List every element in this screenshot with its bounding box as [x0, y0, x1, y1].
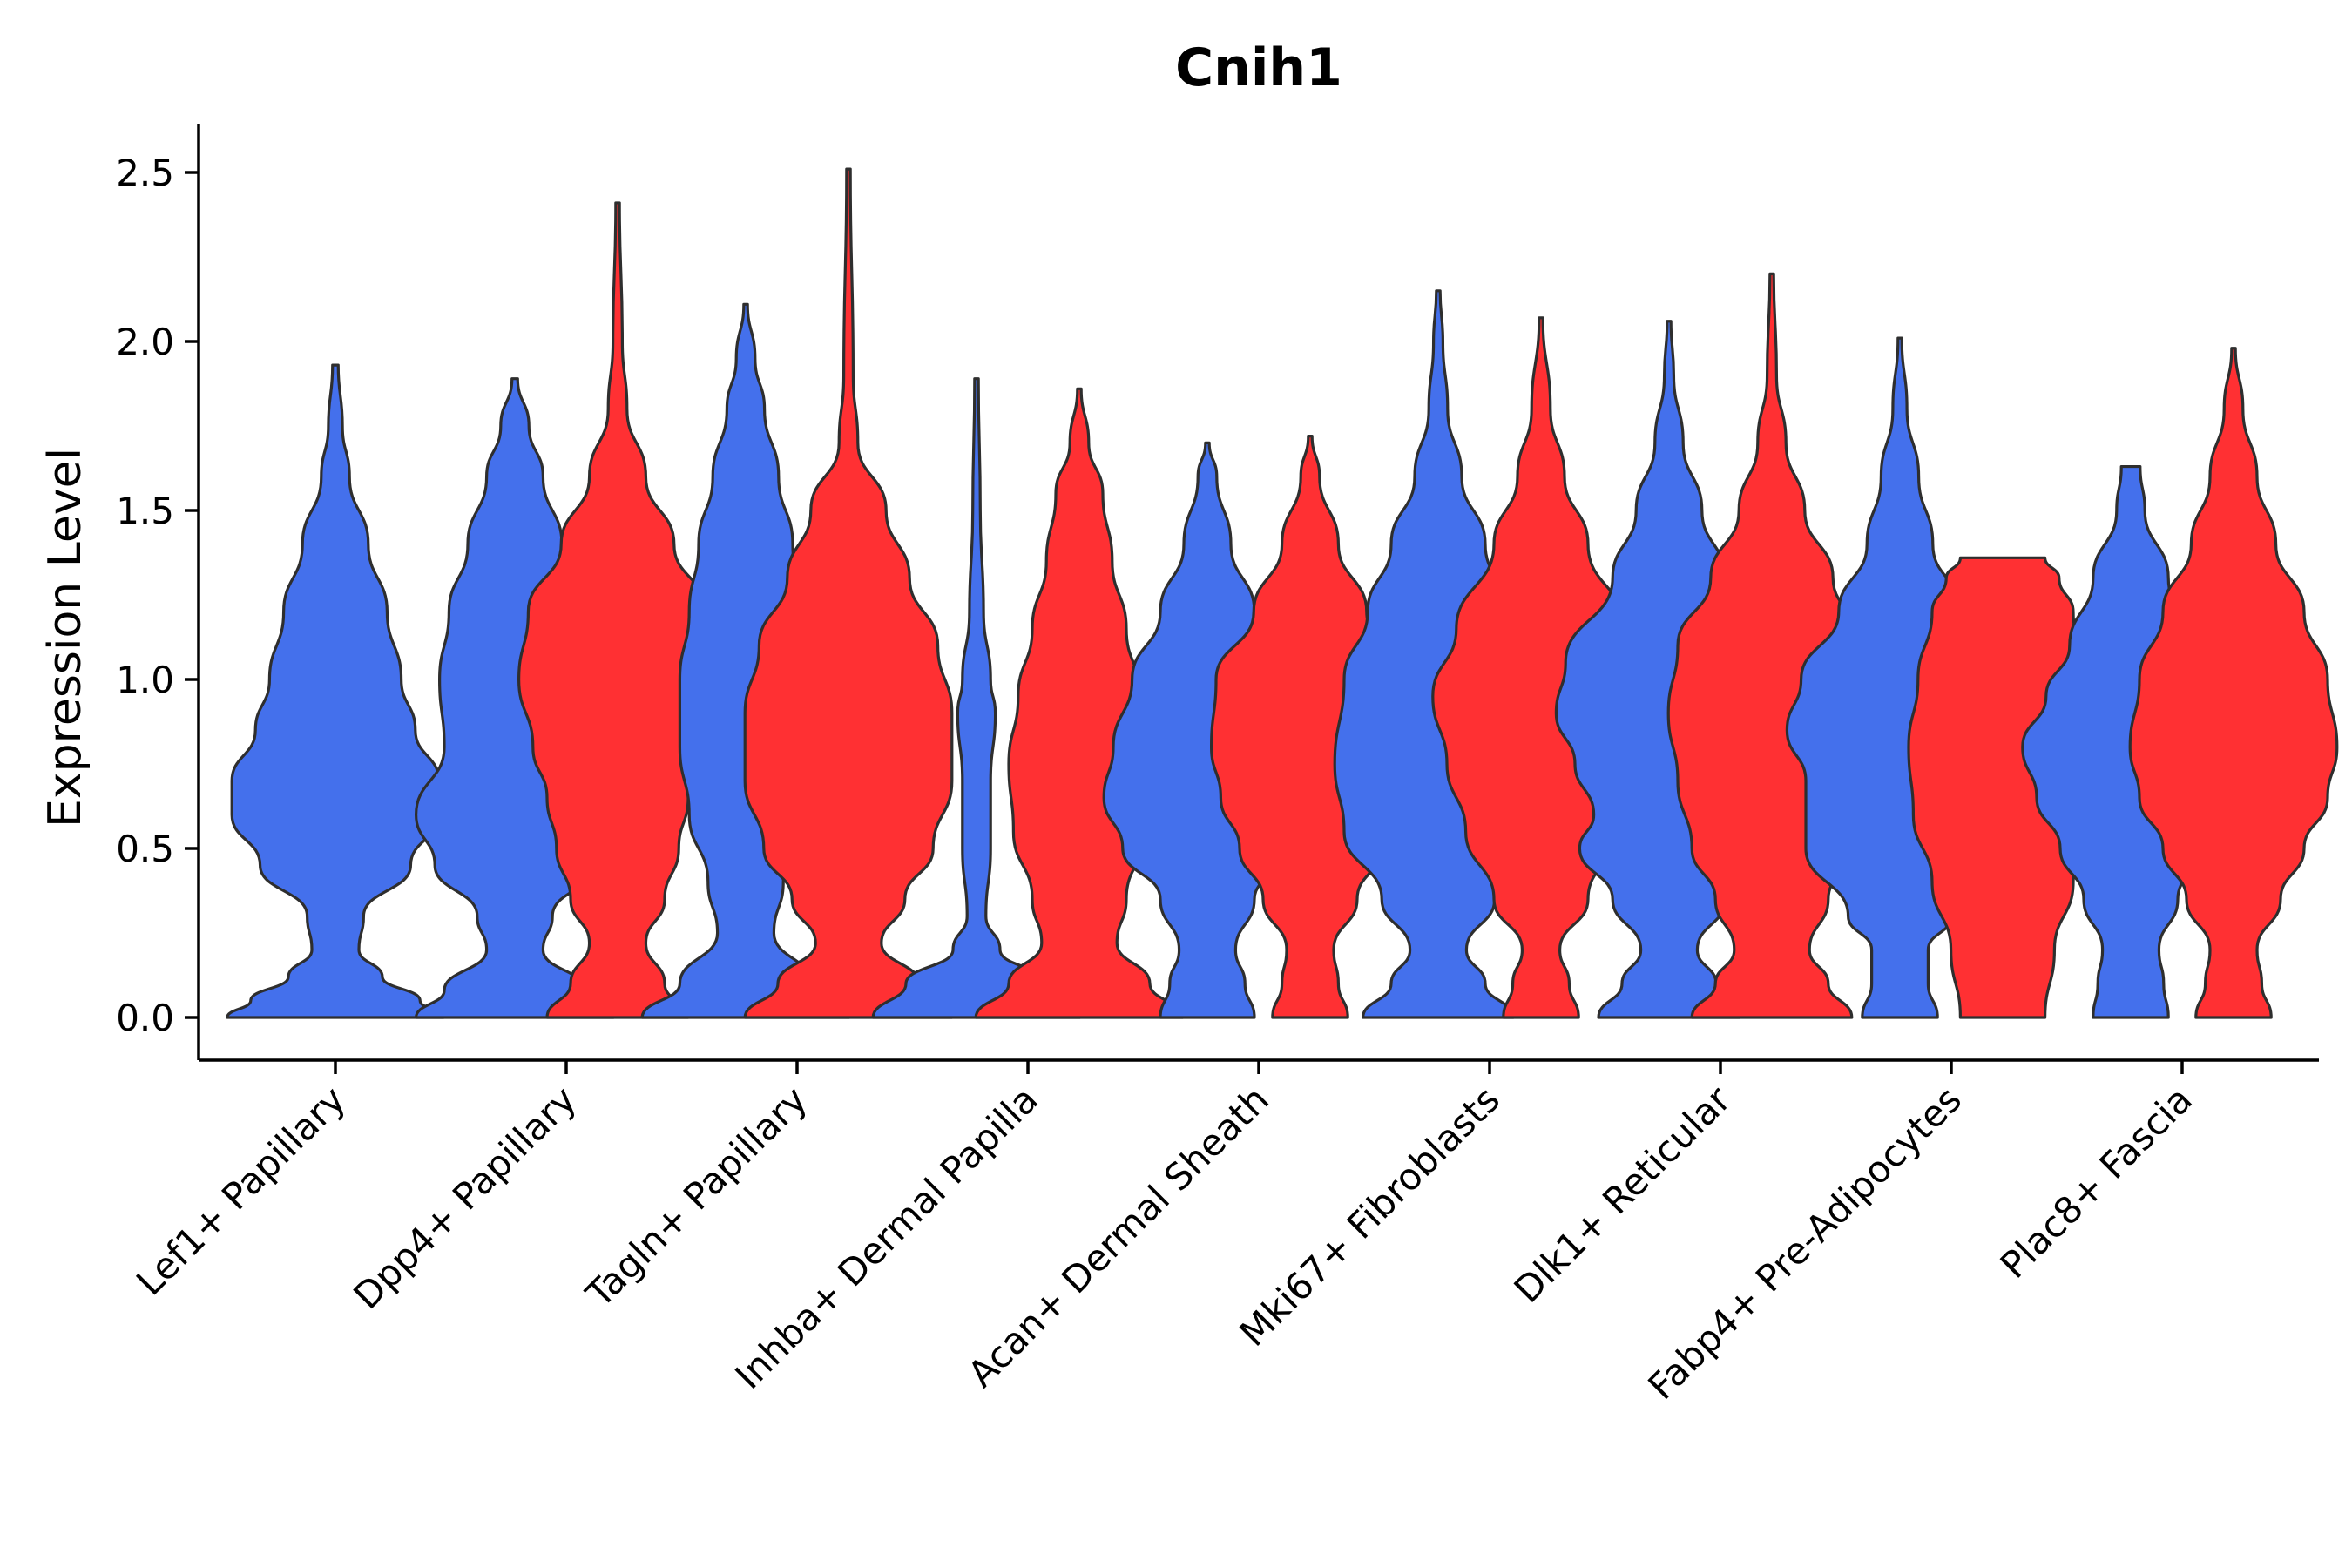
y-tick-label: 2.0 — [116, 321, 174, 363]
y-tick-label: 0.0 — [116, 997, 174, 1039]
x-tick-label-dpp4-papillary: Dpp4+ Papillary — [345, 1078, 585, 1317]
violin-dpp4-papillary-group2 — [517, 201, 718, 1019]
y-axis: 0.0 0.5 1.0 1.5 2.0 2.5 — [116, 124, 200, 1060]
y-axis-label: Expression Level — [39, 448, 91, 828]
y-tick-label: 2.5 — [116, 152, 174, 194]
violins-layer — [226, 167, 2339, 1019]
x-tick-label-dlk1-reticular: Dlk1+ Reticular — [1506, 1078, 1740, 1311]
violin-plac8-fascia-group2 — [2128, 347, 2339, 1019]
chart-title: Cnih1 — [1175, 37, 1342, 98]
x-tick-label-tagln-papillary: Tagln+ Papillary — [578, 1078, 815, 1315]
y-tick-label: 1.5 — [116, 490, 174, 532]
x-tick-label-plac8-fascia: Plac8+ Fascia — [1992, 1078, 2200, 1286]
violin-lef1-papillary-group1 — [226, 363, 445, 1019]
violin-inhba-dermal-papilla-group1 — [871, 377, 1082, 1019]
x-tick-label-lef1-papillary: Lef1+ Papillary — [128, 1078, 354, 1303]
x-tick-label-mki67-fibroblasts: Mki67+ Fibroblasts — [1232, 1078, 1508, 1354]
y-tick-label: 1.0 — [116, 659, 174, 701]
violin-tagln-papillary-group2 — [743, 167, 954, 1019]
y-tick-label: 0.5 — [116, 828, 174, 870]
